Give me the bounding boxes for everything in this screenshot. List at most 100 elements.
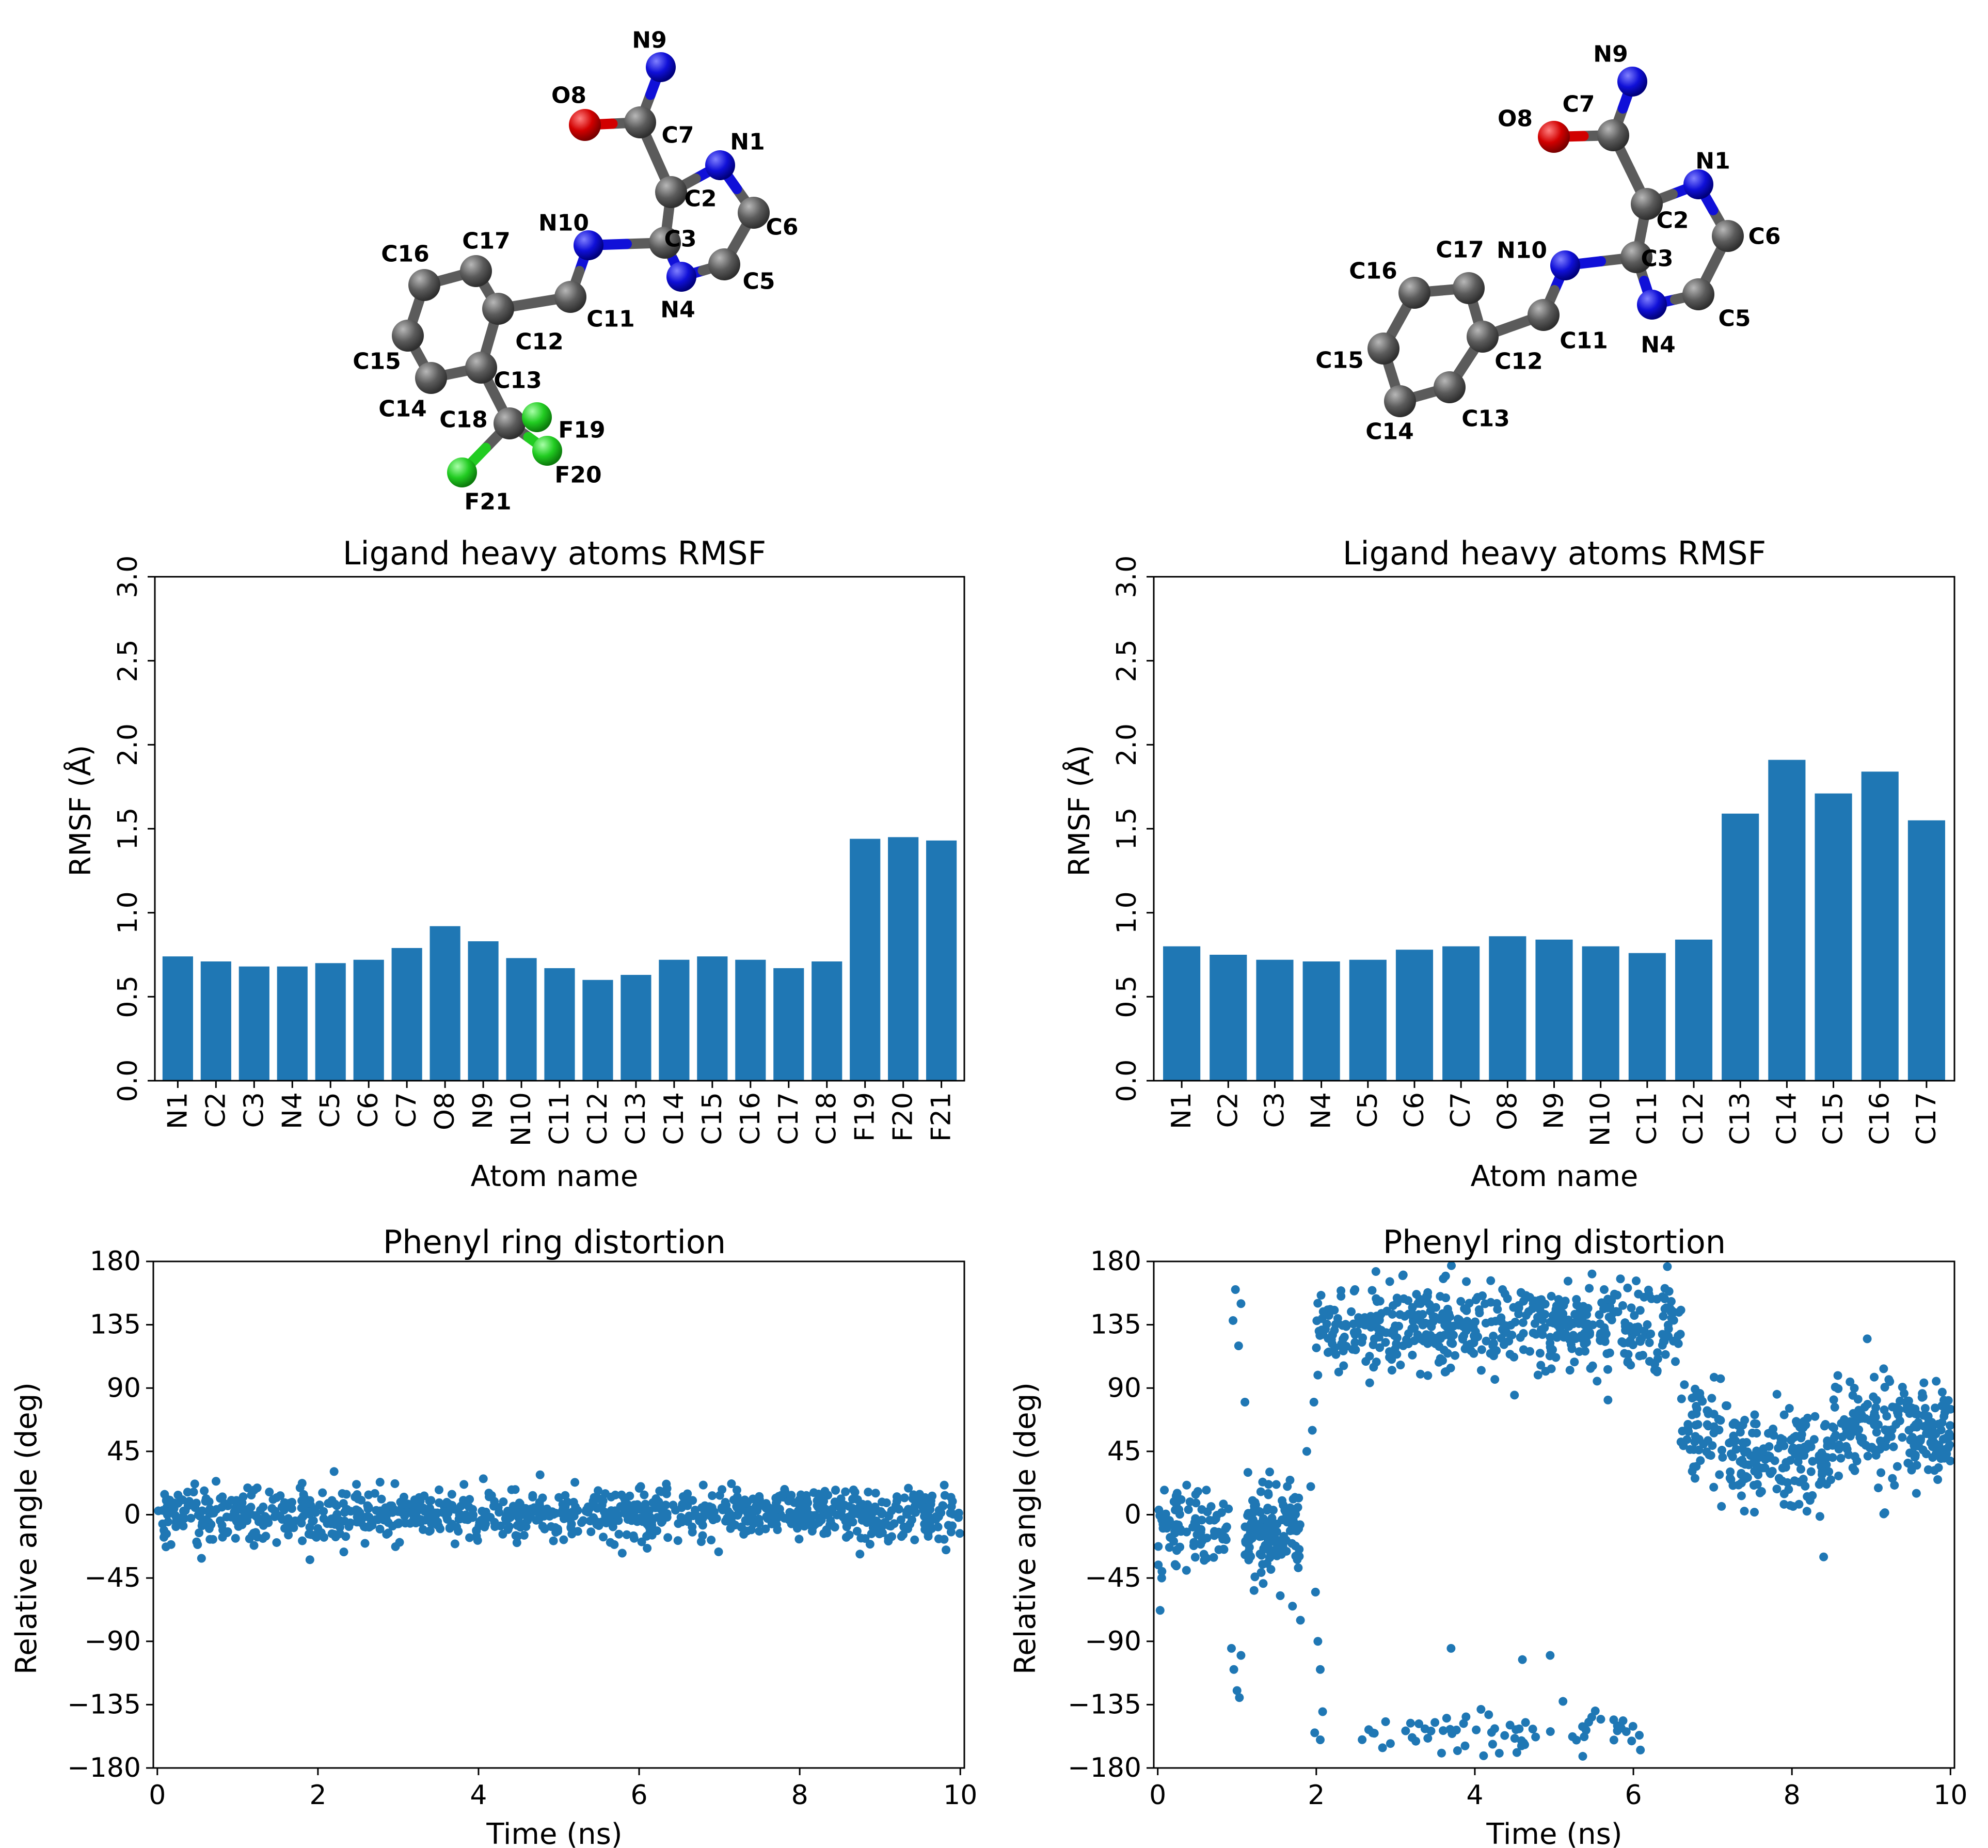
data-point (1576, 1306, 1585, 1315)
atom-n4 (1637, 290, 1667, 320)
data-point (1369, 1340, 1378, 1349)
data-point (394, 1518, 404, 1527)
data-point (1689, 1445, 1698, 1454)
atom-label-n4: N4 (1641, 332, 1675, 358)
data-point (707, 1536, 716, 1545)
data-point (1740, 1507, 1749, 1516)
data-point (186, 1513, 196, 1523)
data-point (1777, 1476, 1787, 1486)
data-point (589, 1496, 598, 1506)
data-point (1418, 1320, 1427, 1330)
data-point (1169, 1537, 1179, 1546)
data-point (1505, 1720, 1515, 1730)
data-point (841, 1487, 850, 1496)
atom-c16 (1398, 277, 1430, 309)
x-tick-label-c12: C12 (582, 1092, 613, 1145)
data-point (1446, 1338, 1455, 1348)
data-point (1386, 1739, 1395, 1748)
bar-c11 (544, 968, 575, 1081)
data-point (319, 1507, 328, 1516)
data-point (1658, 1292, 1667, 1301)
data-point (1202, 1554, 1211, 1563)
data-point (1234, 1341, 1243, 1350)
data-point (1324, 1347, 1333, 1356)
data-point (1545, 1351, 1554, 1361)
data-point (549, 1536, 558, 1545)
x-tick-label: 6 (1625, 1780, 1642, 1811)
data-point (1460, 1741, 1470, 1750)
data-point (1890, 1480, 1899, 1490)
data-point (1817, 1462, 1826, 1471)
data-point (1423, 1371, 1433, 1380)
data-point (1192, 1517, 1201, 1526)
data-point (663, 1533, 673, 1542)
data-point (1683, 1419, 1693, 1429)
data-point (591, 1517, 600, 1526)
data-point (1500, 1731, 1509, 1740)
data-point (1235, 1693, 1244, 1702)
data-point (1636, 1745, 1645, 1755)
data-point (1786, 1456, 1795, 1465)
data-point (496, 1521, 505, 1530)
data-point (1587, 1269, 1597, 1278)
data-point (1830, 1433, 1839, 1442)
data-point (1214, 1545, 1223, 1554)
data-point (1506, 1320, 1516, 1330)
data-point (785, 1508, 794, 1517)
data-point (586, 1527, 596, 1537)
data-point (910, 1535, 919, 1544)
data-point (1250, 1498, 1260, 1507)
data-point (815, 1518, 824, 1527)
x-tick-label: 10 (943, 1780, 977, 1811)
data-point (355, 1508, 364, 1518)
x-tick-label-c2: C2 (1213, 1092, 1244, 1128)
data-point (1806, 1467, 1816, 1476)
data-point (1691, 1420, 1700, 1430)
data-point (189, 1488, 198, 1497)
bar-n1 (1163, 946, 1201, 1081)
data-point (1337, 1340, 1346, 1349)
data-point (195, 1510, 204, 1520)
data-point (1229, 1665, 1238, 1674)
data-point (659, 1514, 668, 1523)
data-point (481, 1520, 490, 1529)
y-tick-label: −180 (67, 1752, 141, 1783)
data-point (1285, 1526, 1295, 1536)
data-point (1892, 1462, 1902, 1471)
data-point (1912, 1489, 1921, 1498)
data-point (178, 1495, 187, 1505)
data-point (208, 1535, 217, 1544)
data-point (1671, 1357, 1680, 1366)
data-point (1730, 1419, 1740, 1428)
data-point (1340, 1332, 1349, 1341)
x-tick-label-c3: C3 (1259, 1092, 1290, 1128)
data-point (607, 1492, 616, 1502)
data-point (1359, 1314, 1369, 1323)
x-tick-label-o8: O8 (430, 1092, 460, 1130)
data-point (1643, 1320, 1652, 1329)
atom-c2 (655, 176, 687, 208)
data-point (354, 1494, 363, 1504)
data-point (450, 1539, 459, 1549)
data-point (610, 1540, 619, 1549)
data-point (1749, 1481, 1758, 1490)
data-point (813, 1496, 822, 1505)
data-point (478, 1507, 487, 1516)
x-tick-label: 4 (1466, 1780, 1483, 1811)
data-point (272, 1538, 281, 1547)
y-tick-label: −135 (1068, 1689, 1141, 1720)
data-point (1863, 1451, 1872, 1461)
data-point (1525, 1292, 1534, 1302)
data-point (1561, 1321, 1570, 1330)
data-point (629, 1534, 639, 1543)
data-point (755, 1492, 764, 1501)
data-point (1808, 1491, 1817, 1500)
data-point (855, 1550, 865, 1559)
bar-n4 (277, 966, 308, 1081)
data-point (280, 1524, 290, 1533)
y-tick-label: 0 (124, 1499, 141, 1530)
bar-c18 (812, 961, 842, 1081)
data-point (577, 1518, 586, 1527)
chart-title: Ligand heavy atoms RMSF (343, 534, 766, 572)
